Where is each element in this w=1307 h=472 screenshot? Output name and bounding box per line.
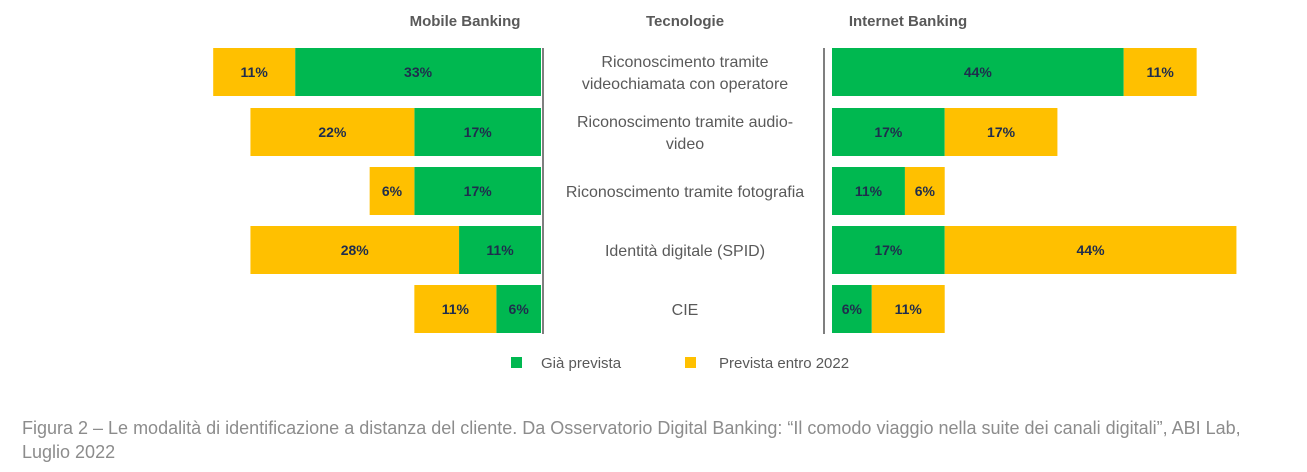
- internet-prevista-2022-bar-label: 11%: [1147, 64, 1175, 80]
- mobile-gia-prevista-bar: [496, 285, 541, 333]
- mobile-gia-prevista-bar-label: 17%: [464, 183, 493, 199]
- mobile-gia-prevista-bar: [459, 226, 541, 274]
- mobile-prevista-2022-bar: [250, 226, 460, 274]
- legend-label-gia-prevista: Già prevista: [541, 355, 622, 372]
- internet-prevista-2022-bar: [1123, 48, 1197, 96]
- internet-prevista-2022-bar-label: 44%: [1077, 242, 1106, 258]
- mobile-gia-prevista-bar-label: 17%: [464, 124, 493, 140]
- internet-prevista-2022-bar-label: 17%: [987, 124, 1016, 140]
- mobile-prevista-2022-bar-label: 28%: [341, 242, 370, 258]
- internet-gia-prevista-bar: [832, 285, 872, 333]
- internet-gia-prevista-bar: [832, 48, 1124, 96]
- mobile-gia-prevista-bar-label: 6%: [509, 301, 530, 317]
- internet-prevista-2022-bar-label: 11%: [895, 301, 923, 317]
- internet-gia-prevista-bar-label: 44%: [964, 64, 993, 80]
- mobile-prevista-2022-bar-label: 11%: [442, 301, 470, 317]
- internet-gia-prevista-bar-label: 17%: [874, 242, 903, 258]
- mobile-gia-prevista-bar: [295, 48, 541, 96]
- mobile-prevista-2022-bar-label: 6%: [382, 183, 403, 199]
- internet-prevista-2022-bar: [944, 108, 1058, 156]
- internet-gia-prevista-bar-label: 6%: [842, 301, 863, 317]
- mobile-prevista-2022-bar-label: 22%: [318, 124, 347, 140]
- legend-label-prevista-2022: Prevista entro 2022: [719, 355, 849, 372]
- category-label: Identità digitale (SPID): [605, 243, 765, 260]
- internet-prevista-2022-bar-label: 6%: [915, 183, 936, 199]
- category-label: Riconoscimento tramite audio-video: [577, 114, 793, 153]
- internet-gia-prevista-bar: [832, 167, 905, 215]
- internet-gia-prevista-bar-label: 11%: [855, 183, 883, 199]
- internet-gia-prevista-bar: [832, 108, 945, 156]
- mobile-prevista-2022-bar: [213, 48, 296, 96]
- internet-gia-prevista-bar-label: 17%: [874, 124, 903, 140]
- internet-prevista-2022-bar: [944, 226, 1237, 274]
- category-label: CIE: [672, 302, 699, 319]
- mobile-prevista-2022-bar: [250, 108, 415, 156]
- mobile-prevista-2022-bar: [414, 285, 497, 333]
- legend-swatch-prevista-2022: [685, 357, 696, 368]
- header-internet-banking: Internet Banking: [849, 13, 967, 30]
- legend-swatch-gia-prevista: [511, 357, 522, 368]
- internet-gia-prevista-bar: [832, 226, 945, 274]
- mobile-gia-prevista-bar-label: 11%: [486, 242, 514, 258]
- header-mobile-banking: Mobile Banking: [410, 13, 521, 30]
- category-label: Riconoscimento tramite fotografia: [566, 184, 804, 201]
- legend: Già prevista Prevista entro 2022: [511, 355, 849, 372]
- mobile-prevista-2022-bar: [369, 167, 415, 215]
- figure-caption: Figura 2 – Le modalità di identificazion…: [22, 418, 1241, 462]
- mobile-gia-prevista-bar-label: 33%: [404, 64, 433, 80]
- mobile-gia-prevista-bar: [414, 108, 541, 156]
- mobile-prevista-2022-bar-label: 11%: [241, 64, 269, 80]
- internet-prevista-2022-bar: [904, 167, 945, 215]
- internet-prevista-2022-bar: [871, 285, 945, 333]
- butterfly-chart: Mobile Banking Tecnologie Internet Banki…: [213, 13, 1237, 372]
- header-tecnologie: Tecnologie: [646, 13, 724, 30]
- category-label: Riconoscimento tramite videochiamata con …: [582, 54, 788, 93]
- mobile-gia-prevista-bar: [414, 167, 541, 215]
